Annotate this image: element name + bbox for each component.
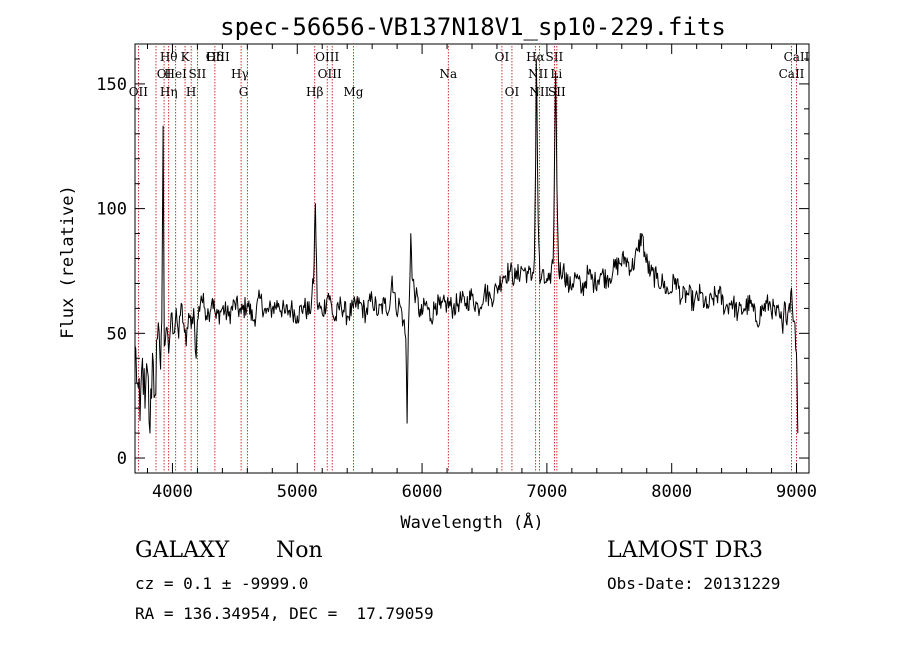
spectral-line-label: OII [129, 85, 149, 99]
spectral-line-label: HeI [165, 67, 188, 81]
y-tick-label: 50 [107, 324, 127, 344]
x-tick-label: 7000 [526, 482, 567, 502]
observation-date: Obs-Date: 20131229 [607, 574, 781, 593]
spectral-line-label: OI [495, 50, 510, 64]
spectral-line-label: Hη [160, 85, 178, 99]
spectral-line-label: OIII [318, 67, 342, 81]
x-tick-label: 4000 [152, 482, 193, 502]
spectral-line-label: OI [505, 85, 520, 99]
chart-title: spec-56656-VB137N18V1_sp10-229.fits [220, 13, 726, 41]
spectral-line-label: CaII [784, 50, 810, 64]
spectrum-trace [134, 58, 799, 434]
y-tick-label: 100 [96, 200, 127, 220]
x-axis-label: Wavelength (Å) [400, 511, 543, 533]
spectrum-line [134, 58, 799, 434]
survey-name: LAMOST DR3 [607, 538, 763, 563]
y-axis-label: Flux (relative) [58, 185, 78, 339]
y-tick-label: 150 [96, 75, 127, 95]
object-subclass: Non [276, 538, 323, 563]
redshift: cz = 0.1 ± -9999.0 [135, 574, 309, 593]
y-axis: 0 50 100 150 [96, 58, 809, 469]
object-class: GALAXY [135, 538, 230, 563]
x-tick-label: 6000 [402, 482, 443, 502]
y-tick-label: 0 [117, 449, 127, 469]
spectral-line-label: K [181, 50, 191, 64]
spectral-line-label: Mg [343, 85, 363, 99]
spectral-line-markers [137, 46, 797, 472]
plot-frame [134, 43, 810, 474]
spectral-line-label: Hδ [206, 50, 224, 64]
spectral-line-label: OIII [315, 50, 339, 64]
coordinates: RA = 136.34954, DEC = 17.79059 [135, 604, 434, 623]
spectral-line-label: Hα [526, 50, 545, 64]
spectral-line-label: NII [529, 85, 549, 99]
spectral-line-label: H [186, 85, 196, 99]
spectral-line-label: CaII [779, 67, 805, 81]
spectral-line-label: NII [528, 67, 548, 81]
spectral-line-label: Hθ [160, 50, 178, 64]
x-tick-label: 5000 [277, 482, 318, 502]
spectral-line-label: Li [550, 67, 562, 81]
spectral-line-label: Hγ [231, 67, 249, 81]
spectral-line-label: SII [189, 67, 207, 81]
spectral-line-label: Na [439, 67, 457, 81]
spectral-line-label: SII [546, 50, 564, 64]
x-tick-label: 9000 [776, 482, 817, 502]
spectral-line-label: Hβ [306, 85, 323, 99]
x-axis: 4000 5000 6000 7000 8000 9000 [146, 44, 817, 502]
spectral-line-label: OIII [206, 50, 230, 64]
spectral-line-label: OI [157, 67, 172, 81]
spectral-line-label: SII [548, 85, 566, 99]
x-tick-label: 8000 [651, 482, 692, 502]
spectral-line-label: G [239, 85, 249, 99]
